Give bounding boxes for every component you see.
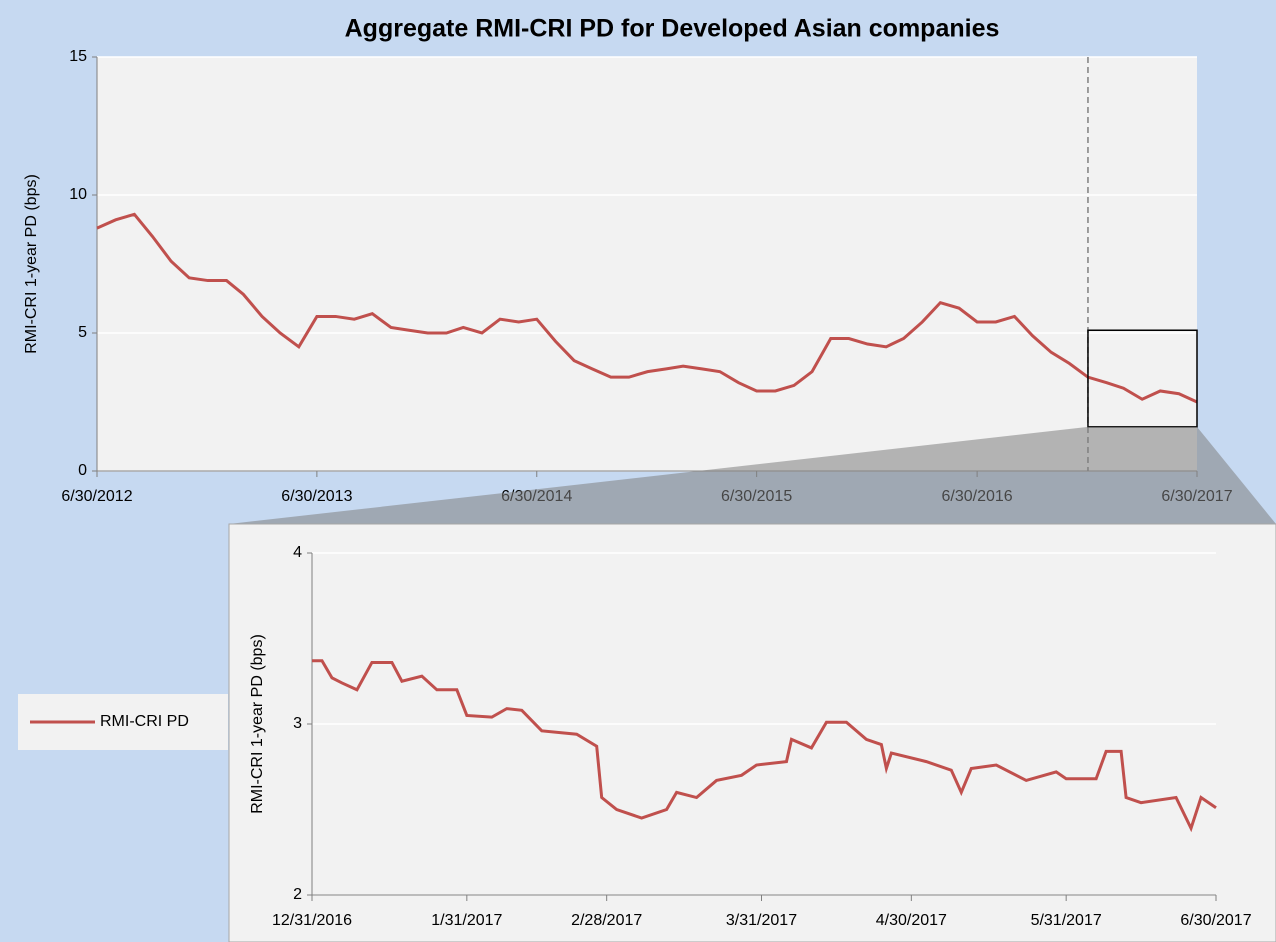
x-tick-label: 3/31/2017 [726,912,797,929]
plot-area [97,57,1197,471]
zoom-wedge [229,426,1276,524]
y-tick-label: 5 [78,324,87,341]
x-tick-label: 6/30/2017 [1180,912,1251,929]
data-line [312,659,1217,833]
x-tick-label: 5/31/2017 [1031,912,1102,929]
x-tick-label: 6/30/2013 [281,488,352,505]
y-axis-label: RMI-CRI 1-year PD (bps) [249,634,266,814]
y-tick-label: 15 [69,48,87,65]
y-tick-label: 10 [69,186,87,203]
y-tick-label: 0 [78,462,87,479]
x-tick-label: 2/28/2017 [571,912,642,929]
x-tick-label: 1/31/2017 [431,912,502,929]
data-line [96,212,1198,404]
x-tick-label: 12/31/2016 [272,912,352,929]
x-tick-label: 6/30/2012 [61,488,132,505]
y-axis-label: RMI-CRI 1-year PD (bps) [23,174,40,354]
y-tick-label: 3 [293,715,302,732]
y-tick-label: 4 [293,544,302,561]
legend-label: RMI-CRI PD [100,713,189,730]
x-tick-label: 4/30/2017 [876,912,947,929]
y-tick-label: 2 [293,886,302,903]
chart-title: Aggregate RMI-CRI PD for Developed Asian… [345,15,1000,43]
